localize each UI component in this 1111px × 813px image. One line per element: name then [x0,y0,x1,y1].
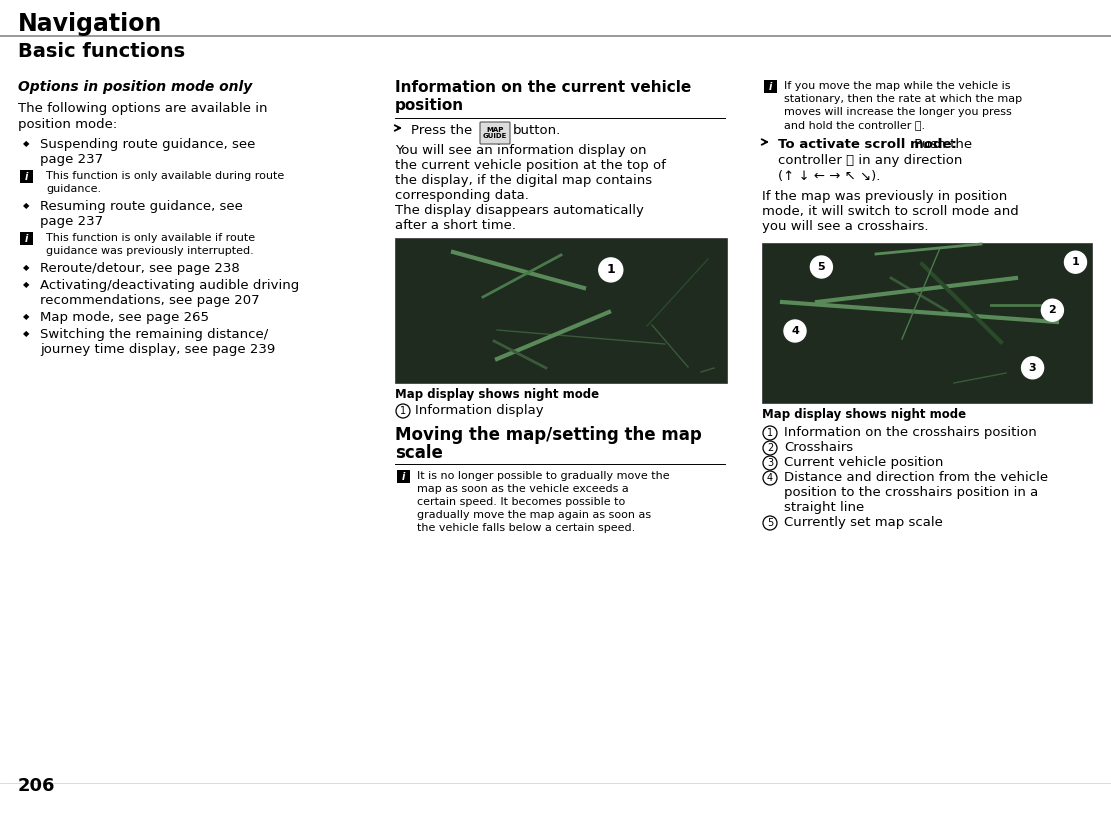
Text: page 237: page 237 [40,153,103,166]
Circle shape [810,256,832,278]
Text: Information on the crosshairs position: Information on the crosshairs position [784,426,1037,439]
Text: You will see an information display on: You will see an information display on [396,144,647,157]
Text: 5: 5 [767,518,773,528]
Text: Resuming route guidance, see: Resuming route guidance, see [40,200,243,213]
Text: and hold the controller Ⓞ.: and hold the controller Ⓞ. [784,120,925,130]
Circle shape [599,258,623,282]
Bar [396,238,727,383]
Text: ◆: ◆ [22,201,29,210]
Bar [20,170,33,183]
Text: i: i [769,81,772,92]
Circle shape [1041,299,1063,321]
Text: 3: 3 [1029,363,1037,373]
Text: The display disappears automatically: The display disappears automatically [396,204,644,217]
Text: 1: 1 [607,263,615,276]
Text: Currently set map scale: Currently set map scale [784,516,943,529]
Text: The following options are available in: The following options are available in [18,102,268,115]
Text: This function is only available if route: This function is only available if route [46,233,256,243]
Text: 5: 5 [818,262,825,272]
Text: certain speed. It becomes possible to: certain speed. It becomes possible to [417,497,625,507]
Text: mode, it will switch to scroll mode and: mode, it will switch to scroll mode and [762,205,1019,218]
Text: 1: 1 [400,406,406,416]
Text: MAP
GUIDE: MAP GUIDE [483,127,508,140]
Text: journey time display, see page 239: journey time display, see page 239 [40,343,276,356]
Circle shape [784,320,805,342]
Text: Push the: Push the [910,138,972,151]
Text: ◆: ◆ [22,329,29,338]
Text: 2: 2 [767,443,773,453]
Text: Map mode, see page 265: Map mode, see page 265 [40,311,209,324]
Circle shape [1022,357,1043,379]
Text: moves will increase the longer you press: moves will increase the longer you press [784,107,1012,117]
Text: ◆: ◆ [22,263,29,272]
Text: map as soon as the vehicle exceeds a: map as soon as the vehicle exceeds a [417,484,629,494]
Text: 4: 4 [767,473,773,483]
Text: after a short time.: after a short time. [396,219,516,232]
Text: ◆: ◆ [22,280,29,289]
Text: If the map was previously in position: If the map was previously in position [762,190,1008,203]
Text: i: i [402,472,406,481]
Text: Moving the map/setting the map: Moving the map/setting the map [396,426,702,444]
Text: Navigation: Navigation [18,12,162,36]
Circle shape [1064,251,1087,273]
Text: button.: button. [513,124,561,137]
Text: Information display: Information display [416,404,543,417]
Text: scale: scale [396,444,443,462]
Text: Options in position mode only: Options in position mode only [18,80,252,94]
Text: recommendations, see page 207: recommendations, see page 207 [40,294,260,307]
Text: guidance.: guidance. [46,184,101,194]
Text: the current vehicle position at the top of: the current vehicle position at the top … [396,159,665,172]
Text: position: position [396,98,464,113]
Text: Crosshairs: Crosshairs [784,441,853,454]
Text: 2: 2 [1049,305,1057,315]
Text: you will see a crosshairs.: you will see a crosshairs. [762,220,929,233]
Text: page 237: page 237 [40,215,103,228]
Text: gradually move the map again as soon as: gradually move the map again as soon as [417,510,651,520]
Text: i: i [24,172,28,181]
Text: Distance and direction from the vehicle: Distance and direction from the vehicle [784,471,1048,484]
Bar [20,232,33,245]
Text: 206: 206 [18,777,56,795]
Text: Information on the current vehicle: Information on the current vehicle [396,80,691,95]
Text: Reroute/detour, see page 238: Reroute/detour, see page 238 [40,262,240,275]
Text: Suspending route guidance, see: Suspending route guidance, see [40,138,256,151]
Text: This function is only available during route: This function is only available during r… [46,171,284,181]
Text: Map display shows night mode: Map display shows night mode [396,388,599,401]
Text: controller Ⓞ in any direction: controller Ⓞ in any direction [778,154,962,167]
Text: Press the: Press the [411,124,472,137]
Text: stationary, then the rate at which the map: stationary, then the rate at which the m… [784,94,1022,104]
Text: straight line: straight line [784,501,864,514]
Text: ◆: ◆ [22,312,29,321]
Text: 3: 3 [767,458,773,468]
Text: Basic functions: Basic functions [18,42,186,61]
Text: i: i [24,233,28,244]
Text: 1: 1 [1072,257,1080,267]
Text: Switching the remaining distance/: Switching the remaining distance/ [40,328,268,341]
Text: 4: 4 [791,326,799,336]
Bar [764,80,777,93]
Text: position to the crosshairs position in a: position to the crosshairs position in a [784,486,1039,499]
Text: the display, if the digital map contains: the display, if the digital map contains [396,174,652,187]
FancyBboxPatch shape [480,122,510,144]
Text: If you move the map while the vehicle is: If you move the map while the vehicle is [784,81,1011,91]
Text: position mode:: position mode: [18,118,118,131]
Bar [397,470,410,483]
Bar [762,243,1092,403]
Text: corresponding data.: corresponding data. [396,189,529,202]
Text: Current vehicle position: Current vehicle position [784,456,943,469]
Text: (↑ ↓ ← → ↖ ↘).: (↑ ↓ ← → ↖ ↘). [778,170,880,183]
Text: guidance was previously interrupted.: guidance was previously interrupted. [46,246,253,256]
Text: It is no longer possible to gradually move the: It is no longer possible to gradually mo… [417,471,670,481]
Text: ◆: ◆ [22,139,29,148]
Text: To activate scroll mode:: To activate scroll mode: [778,138,957,151]
Text: 1: 1 [767,428,773,438]
Text: Map display shows night mode: Map display shows night mode [762,408,967,421]
Text: the vehicle falls below a certain speed.: the vehicle falls below a certain speed. [417,523,635,533]
Text: Activating/deactivating audible driving: Activating/deactivating audible driving [40,279,299,292]
